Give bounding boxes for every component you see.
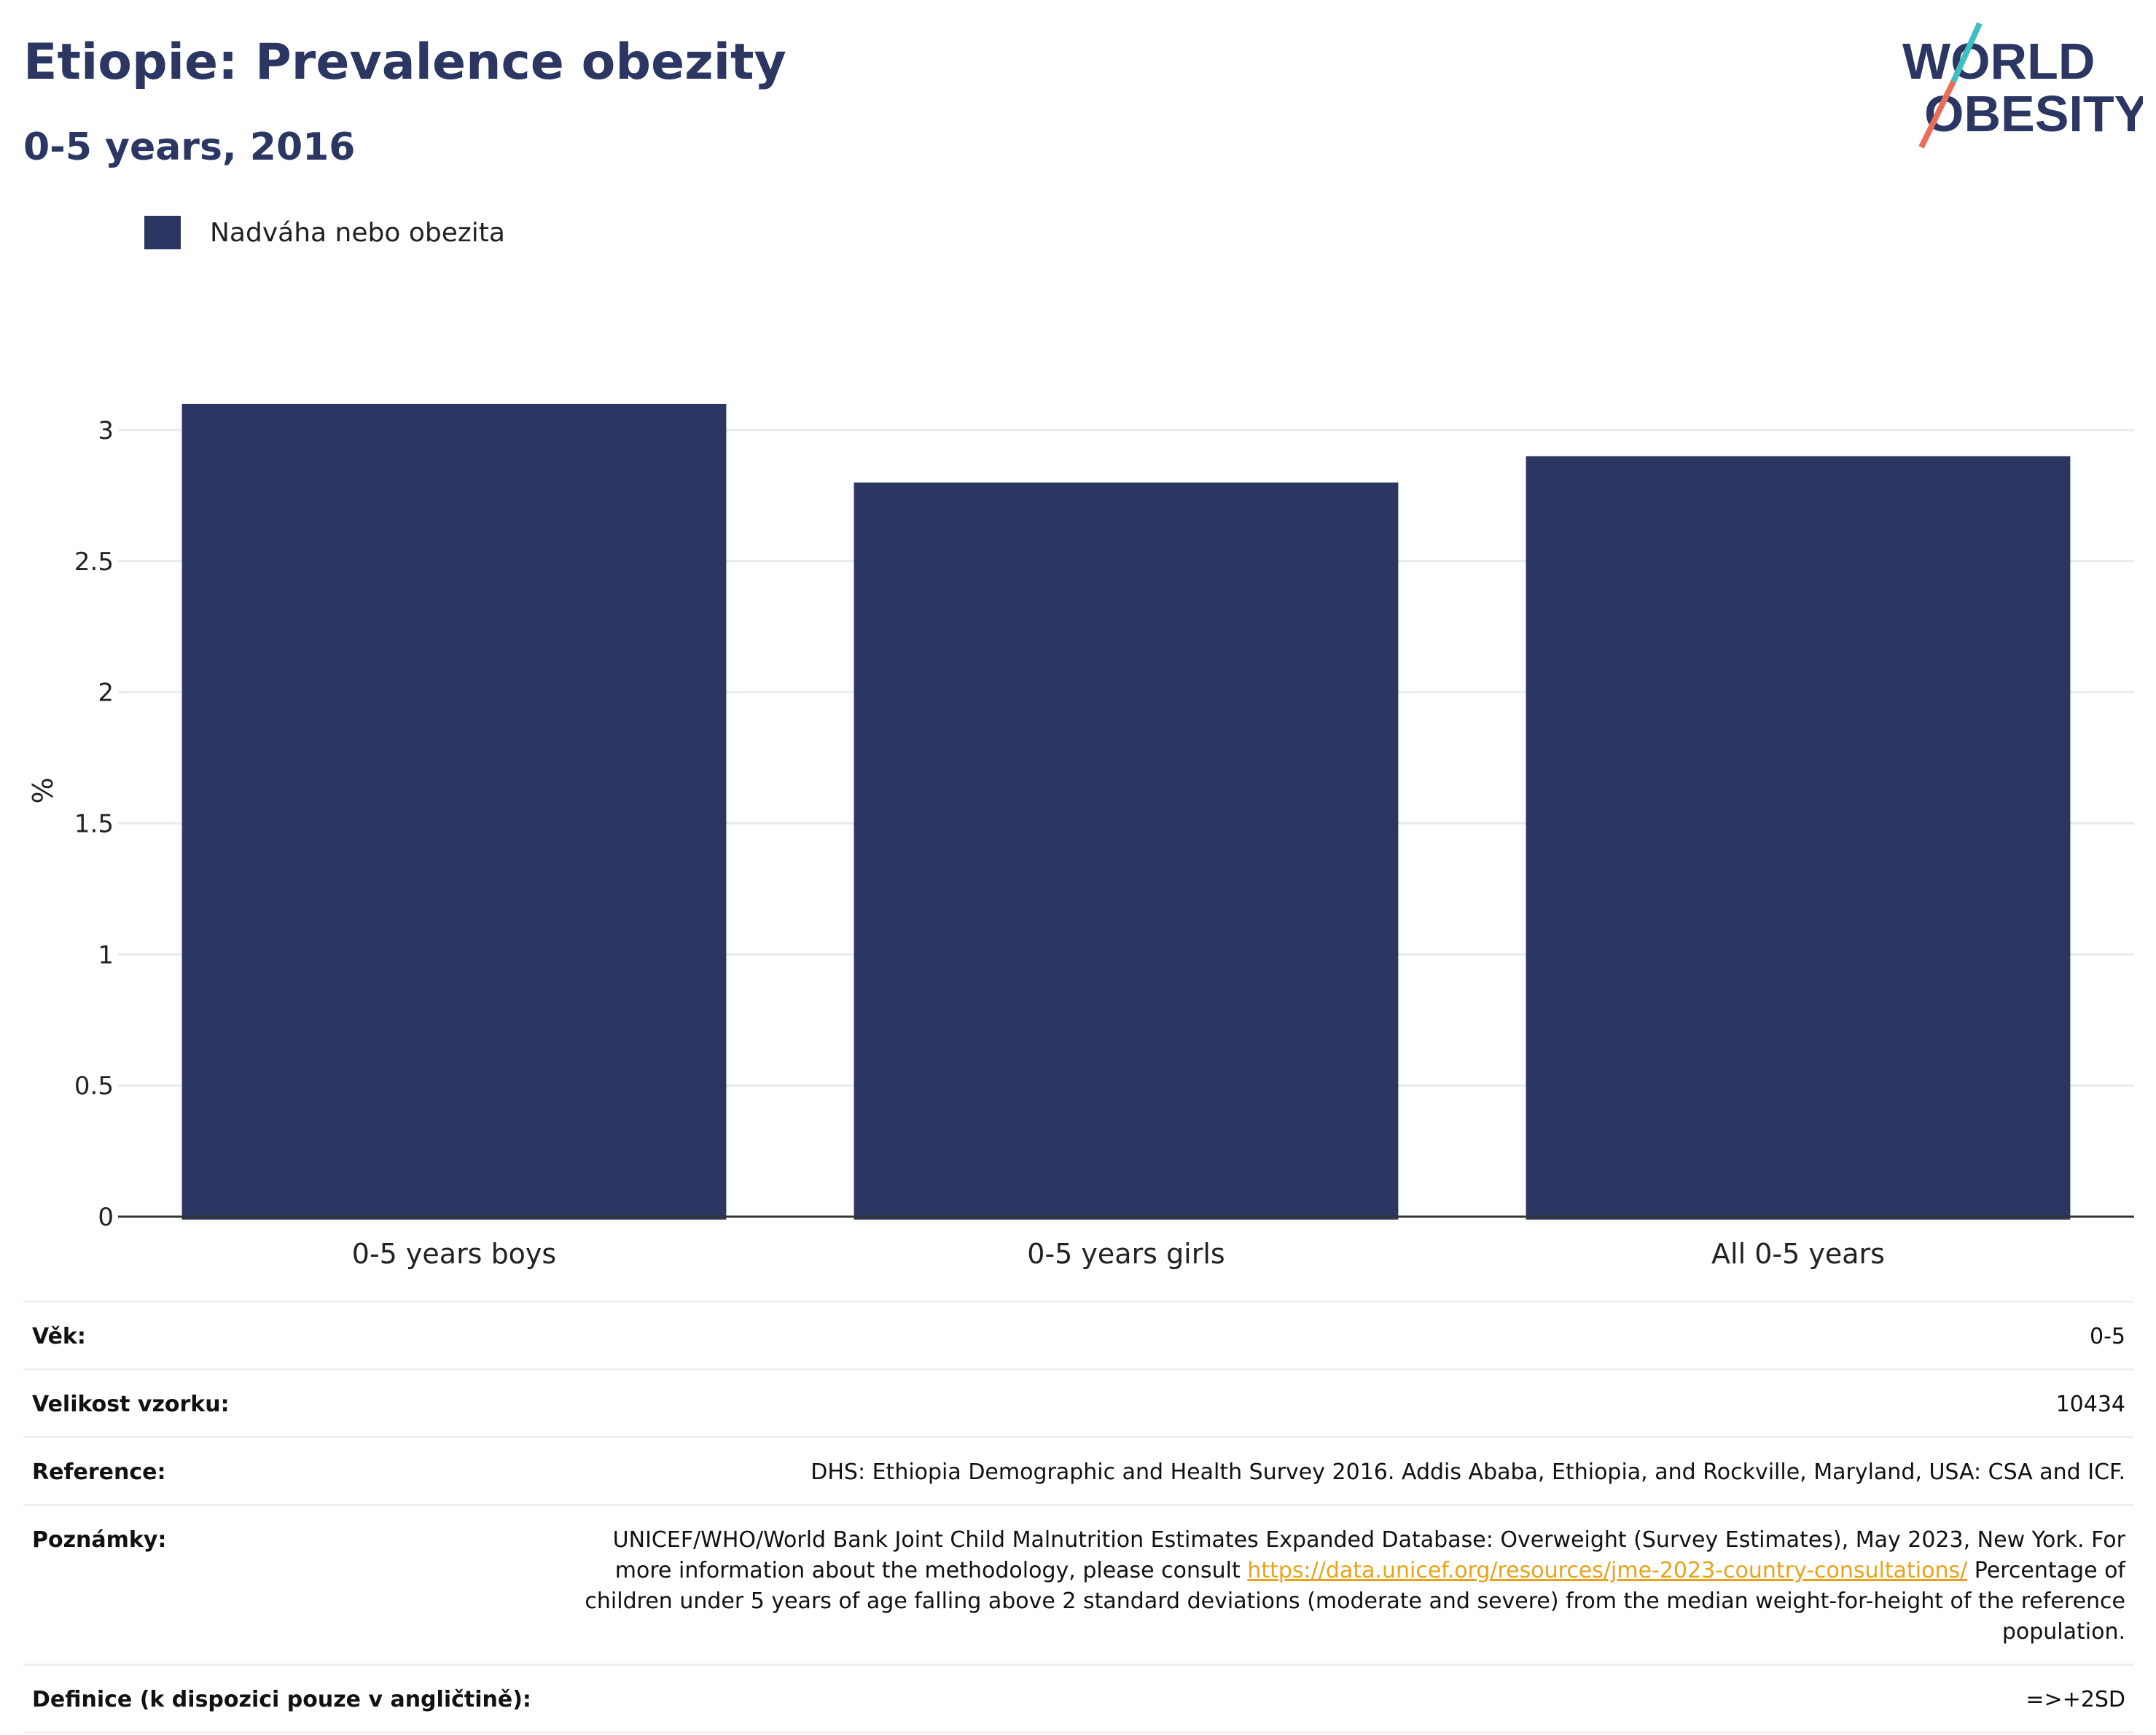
sample-size-label: Velikost vzorku: (32, 1392, 230, 1417)
y-tick-label: 1 (98, 940, 114, 970)
info-row-sample: Velikost vzorku: 10434 (23, 1371, 2134, 1438)
bar (1526, 456, 2071, 1220)
x-tick-label: 0-5 years boys (352, 1238, 556, 1270)
legend-label: Nadváha nebo obezita (210, 217, 505, 248)
y-tick-label: 1.5 (74, 809, 114, 838)
info-row-reference: Reference: DHS: Ethiopia Demographic and… (23, 1438, 2134, 1506)
definition-label: Definice (k dispozici pouze v angličtině… (32, 1687, 531, 1712)
info-row-definition: Definice (k dispozici pouze v angličtině… (23, 1666, 2134, 1734)
x-tick-label: All 0-5 years (1711, 1238, 1885, 1270)
age-label: Věk: (32, 1324, 86, 1349)
x-tick-label: 0-5 years girls (1027, 1238, 1225, 1270)
bar-chart: 0 0.5 1 1.5 2 2.5 3% 0-5 years boys 0-5 years gi… (27, 403, 2134, 1270)
methodology-link[interactable]: https://data.unicef.org/resources/jme-20… (1247, 1558, 1968, 1583)
info-table: Věk: 0-5 Velikost vzorku: 10434 Referenc… (23, 1301, 2134, 1734)
bar (181, 403, 727, 1220)
notes-label: Poznámky: (32, 1527, 167, 1553)
svg-text:OBESITY: OBESITY (1924, 85, 2143, 142)
reference-value: DHS: Ethiopia Demographic and Health Sur… (811, 1459, 2125, 1485)
notes-definition-text: Percentage of children under 5 years of … (585, 1558, 2125, 1645)
notes-value: UNICEF/WHO/World Bank Joint Child Malnut… (551, 1525, 2125, 1648)
svg-text:WORLD: WORLD (1902, 33, 2095, 90)
age-value: 0-5 (2090, 1324, 2125, 1349)
chart-legend: Nadváha nebo obezita (144, 216, 505, 249)
notes-text: UNICEF/WHO/World Bank Joint Child Malnut… (612, 1527, 2125, 1583)
info-row-notes: Poznámky: UNICEF/WHO/World Bank Joint Ch… (23, 1506, 2134, 1666)
legend-swatch (144, 216, 181, 249)
chart-title: Etiopie: Prevalence obezity (23, 34, 786, 91)
y-tick-label: 2.5 (74, 547, 114, 577)
y-tick-label: 3 (98, 416, 114, 445)
sample-size-value: 10434 (2055, 1392, 2125, 1417)
chart-subtitle: 0-5 years, 2016 (23, 125, 356, 169)
info-row-age: Věk: 0-5 (23, 1303, 2134, 1371)
y-tick-label: 0.5 (74, 1072, 114, 1101)
y-tick-label: 0 (98, 1203, 114, 1232)
definition-value: =>+2SD (2026, 1687, 2125, 1712)
world-obesity-logo: WORLD OBESITY (1902, 22, 2143, 149)
y-tick-label: 2 (98, 679, 114, 708)
reference-label: Reference: (32, 1459, 166, 1485)
y-axis-label: % (27, 777, 59, 803)
bar (854, 482, 1399, 1220)
